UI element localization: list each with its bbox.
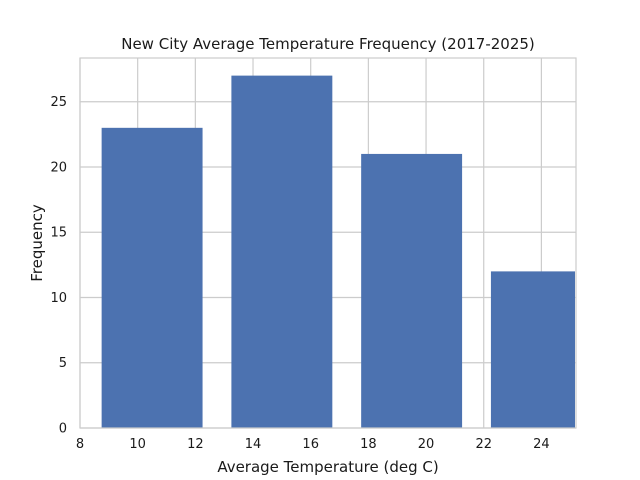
x-tick-label: 16 — [302, 437, 319, 452]
chart-title: New City Average Temperature Frequency (… — [121, 35, 535, 53]
bars — [101, 75, 575, 429]
y-tick-label: 15 — [50, 226, 67, 241]
tick-labels: 8 10 12 14 16 18 20 22 24 0 5 10 15 20 25 — [50, 95, 549, 452]
x-tick-label: 22 — [475, 437, 492, 452]
y-tick-label: 20 — [50, 160, 67, 175]
bar — [101, 127, 203, 428]
y-tick-label: 0 — [59, 422, 67, 437]
y-tick-label: 10 — [50, 291, 67, 306]
y-axis-label: Frequency — [28, 204, 46, 282]
x-axis-label: Average Temperature (deg C) — [217, 458, 438, 476]
x-tick-label: 24 — [533, 437, 550, 452]
y-tick-label: 25 — [50, 95, 67, 110]
plot-frame — [79, 57, 577, 429]
x-tick-label: 12 — [187, 437, 204, 452]
x-tick-label: 14 — [245, 437, 262, 452]
y-tick-label: 5 — [59, 356, 67, 371]
x-tick-label: 10 — [129, 437, 146, 452]
bar — [231, 75, 333, 428]
x-tick-label: 18 — [360, 437, 377, 452]
bar — [361, 153, 463, 429]
bar — [490, 271, 575, 428]
x-tick-label: 8 — [76, 437, 84, 452]
x-tick-label: 20 — [418, 437, 435, 452]
